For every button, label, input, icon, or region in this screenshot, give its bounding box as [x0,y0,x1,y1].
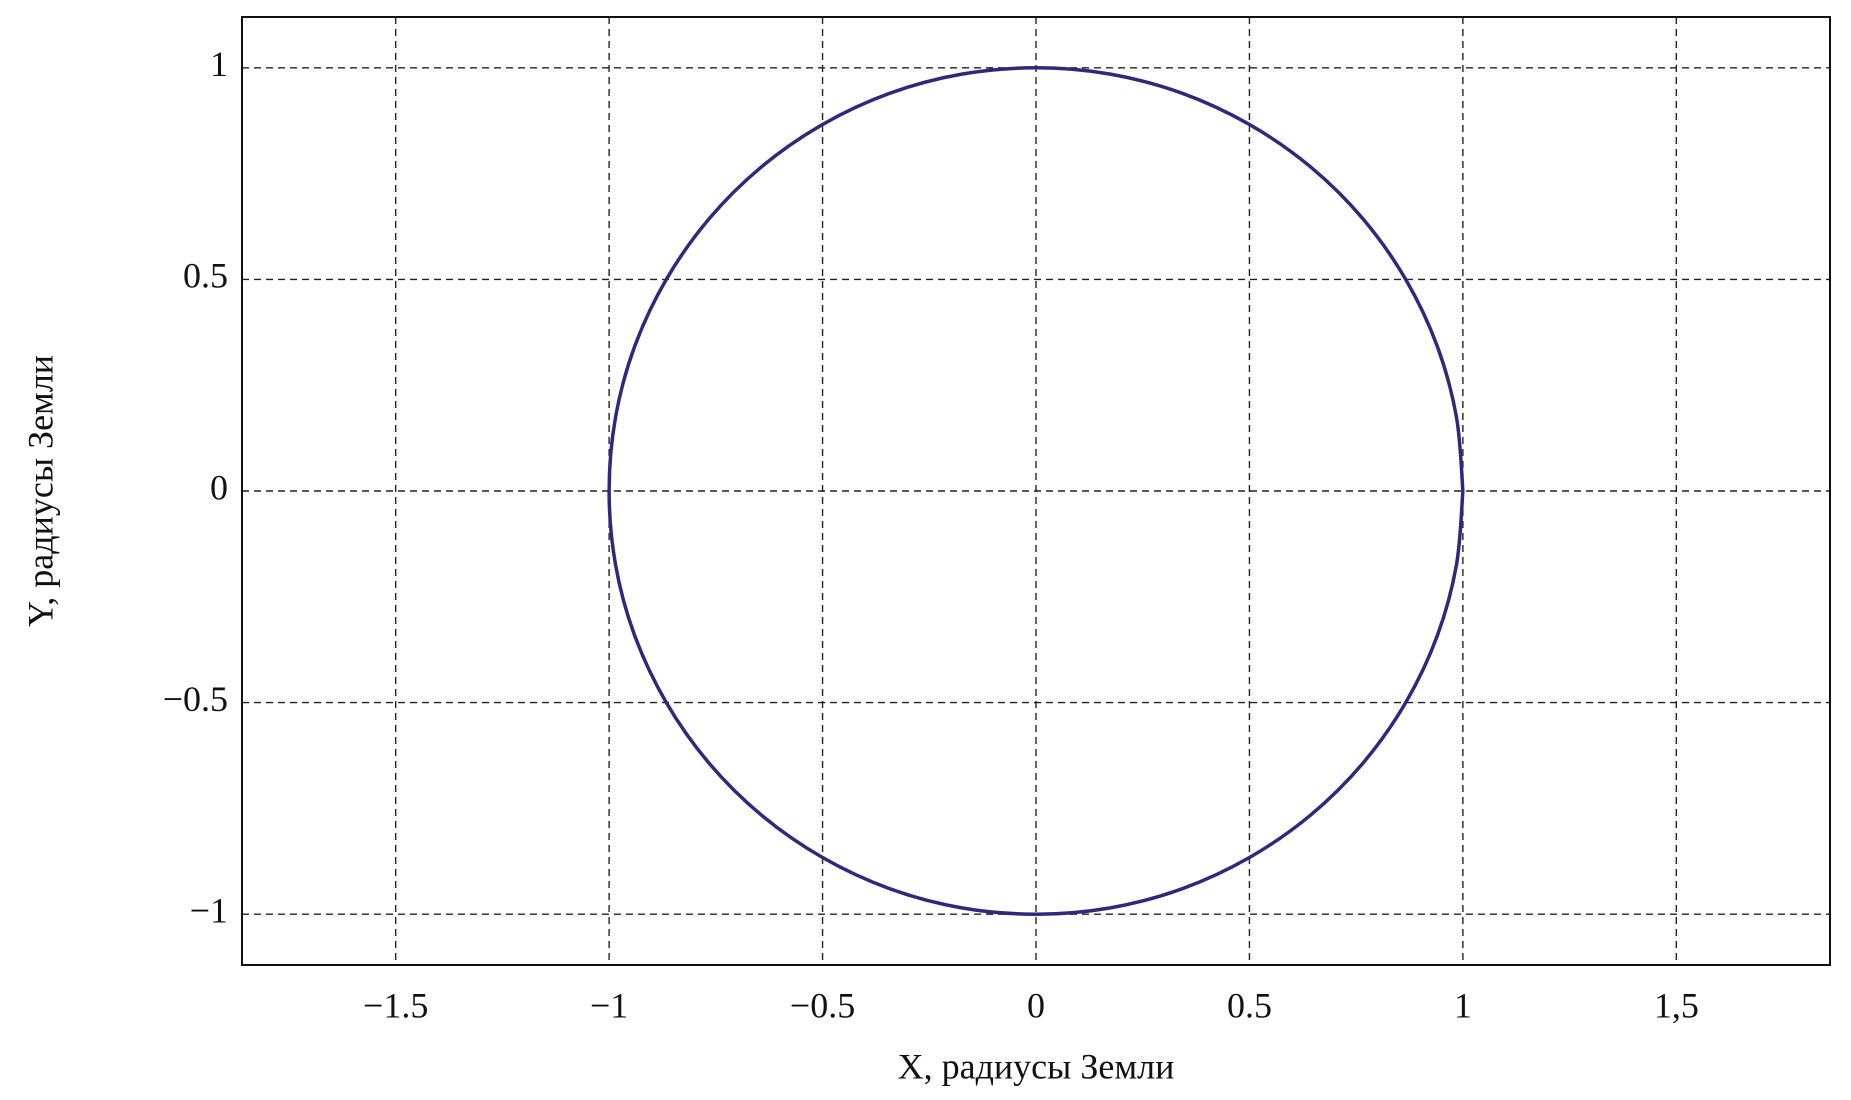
y-tick-label: −0.5 [163,679,228,719]
x-axis-label: X, радиусы Земли [898,1046,1175,1086]
y-tick-label: 0 [210,467,228,507]
x-tick-label: −0.5 [790,985,855,1025]
x-tick-label: 0.5 [1227,985,1272,1025]
x-tick-label: 0 [1027,985,1045,1025]
y-axis-label: Y, радиусы Земли [20,355,60,627]
x-tick-label: −1.5 [363,985,428,1025]
data-line [607,66,1465,916]
y-tick-label: 1 [210,44,228,84]
x-tick-label: 1,5 [1654,985,1699,1025]
y-tick-label: −1 [190,890,228,930]
x-tick-label: −1 [590,985,628,1025]
y-tick-label: 0.5 [183,256,228,296]
x-tick-label: 1 [1454,985,1472,1025]
plot-frame [241,16,1831,966]
